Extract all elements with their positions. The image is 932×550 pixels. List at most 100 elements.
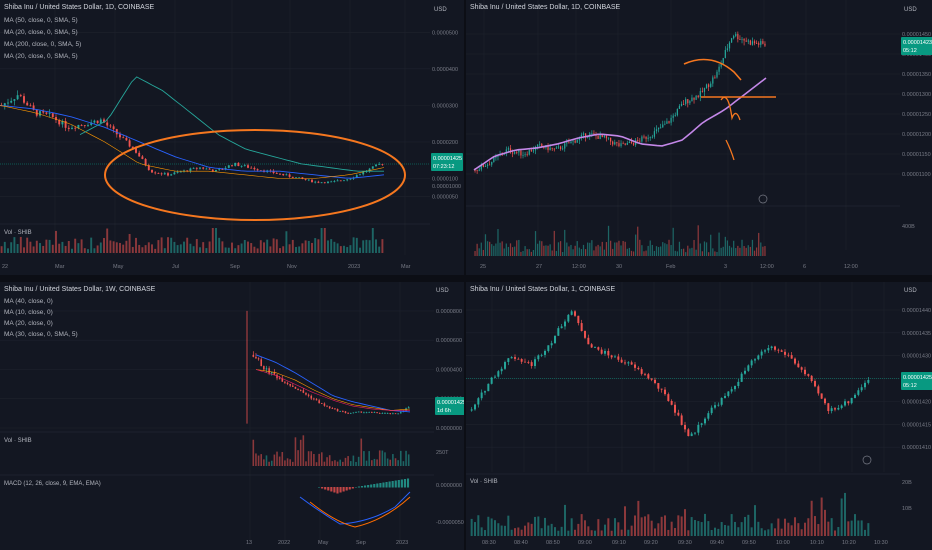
price-tick: 0.00001440	[902, 308, 931, 314]
candle	[61, 121, 64, 125]
volume-bar	[604, 524, 606, 536]
indicator-label[interactable]: MA (10, close, 0)	[4, 309, 53, 316]
volume-bar	[218, 237, 221, 253]
candle	[760, 41, 762, 45]
volume-bar	[359, 247, 361, 253]
volume-bar	[305, 461, 307, 466]
volume-bar	[292, 461, 294, 466]
candle	[494, 376, 496, 378]
chart-panel-1d-left[interactable]: 0.0000500 0.0000400 0.0000300 0.0000200 0.00…	[0, 0, 464, 275]
volume-bar	[518, 239, 520, 256]
horizontal-divider[interactable]	[0, 275, 932, 282]
candle	[83, 125, 86, 126]
price-label-box	[901, 37, 932, 55]
candle	[32, 105, 35, 110]
volume-bar	[71, 248, 73, 253]
volume-bar	[42, 245, 45, 253]
volume-bar	[317, 239, 320, 253]
macd-signal-line	[309, 496, 411, 528]
candle	[666, 121, 668, 124]
time-tick: 27	[536, 264, 542, 270]
volume-bar	[298, 246, 301, 253]
candle	[147, 165, 150, 170]
candle	[359, 174, 361, 176]
volume-bar	[530, 251, 532, 256]
volume-bar	[597, 244, 599, 256]
volume-bar	[599, 246, 601, 256]
indicator-label[interactable]: MA (50, close, 0, SMA, 5)	[4, 17, 78, 24]
candle	[867, 380, 870, 383]
candle	[26, 102, 29, 106]
chart-canvas[interactable]: 0.00008000.00006000.00004000.00002000.00…	[0, 282, 464, 550]
macd-histogram-bar	[367, 485, 370, 488]
volume-bar	[568, 246, 570, 256]
volume-bar	[215, 228, 217, 253]
candle	[199, 167, 201, 169]
volume-bar	[128, 233, 131, 253]
volume-bar	[580, 249, 583, 256]
candle	[800, 367, 803, 370]
volume-bar	[541, 241, 543, 256]
candle	[758, 43, 760, 45]
chart-canvas[interactable]: 0.0000500 0.0000400 0.0000300 0.0000200 0.00…	[0, 0, 464, 275]
volume-bar	[474, 522, 476, 536]
chart-panel-1d-right[interactable]: 0.000014500.000014000.000013500.00001300…	[466, 0, 932, 275]
indicator-label[interactable]: MA (20, close, 0, SMA, 5)	[4, 53, 78, 60]
chart-canvas[interactable]: 0.00001440 0.00001435 0.00001430 0.00001425…	[466, 282, 932, 550]
volume-bar	[495, 243, 497, 256]
candle	[307, 179, 310, 181]
price-tick: 0.00001100	[902, 172, 931, 178]
volume-bar	[751, 239, 754, 256]
indicator-label[interactable]: MA (40, close, 0)	[4, 298, 53, 305]
volume-bar	[774, 528, 776, 536]
volume-bar	[566, 242, 568, 256]
volume-bar	[301, 243, 304, 253]
candle	[154, 172, 157, 174]
candle	[285, 174, 288, 176]
time-tick: Sep	[230, 264, 240, 270]
volume-bar	[536, 243, 539, 256]
volume-bar	[125, 240, 128, 253]
candle	[687, 99, 689, 104]
candle	[777, 349, 780, 351]
volume-bar	[664, 243, 666, 256]
candle	[827, 403, 830, 412]
volume-bar	[557, 530, 560, 536]
volume-bar	[660, 516, 663, 536]
indicator-label[interactable]: MA (30, close, 0, SMA, 5)	[4, 331, 78, 338]
time-tick: 3	[724, 264, 727, 270]
candle	[48, 113, 51, 114]
indicator-label[interactable]: MA (20, close, 0)	[4, 320, 53, 327]
candle	[554, 335, 556, 344]
candle	[371, 166, 374, 169]
candle	[29, 105, 32, 107]
candle	[520, 359, 523, 362]
time-tick: 08:30	[482, 540, 496, 546]
volume-bar	[735, 248, 737, 256]
volume-bar	[708, 252, 710, 256]
volume-bar	[682, 248, 685, 256]
indicator-label[interactable]: MA (200, close, 0, SMA, 5)	[4, 41, 82, 48]
volume-bar	[77, 243, 80, 253]
candle	[323, 403, 326, 406]
candle	[794, 358, 796, 364]
volume-bar	[3, 241, 6, 253]
volume-bar	[67, 240, 70, 253]
candle	[717, 404, 720, 406]
volume-bar	[112, 241, 115, 253]
candle	[695, 95, 697, 100]
chart-canvas[interactable]: 0.000014500.000014000.000013500.00001300…	[466, 0, 932, 275]
indicator-label[interactable]: MA (20, close, 0, SMA, 5)	[4, 29, 78, 36]
volume-bar	[867, 523, 870, 536]
volume-bar	[74, 238, 77, 253]
volume-bar	[135, 237, 137, 253]
candle	[537, 355, 540, 360]
volume-bar	[373, 458, 376, 466]
price-tick: 0.00001415	[902, 422, 931, 428]
vertical-divider[interactable]	[464, 0, 466, 550]
candle	[764, 43, 766, 46]
chart-panel-1m[interactable]: 0.00001440 0.00001435 0.00001430 0.00001425…	[466, 282, 932, 550]
chart-panel-1w[interactable]: 0.00008000.00006000.00004000.00002000.00…	[0, 282, 464, 550]
candle	[570, 141, 572, 144]
volume-bar	[684, 509, 686, 536]
